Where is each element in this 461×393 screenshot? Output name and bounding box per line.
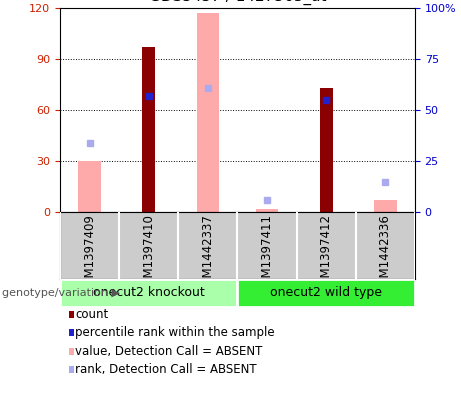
- Text: GSM1397411: GSM1397411: [260, 214, 273, 293]
- Bar: [142, 47, 155, 212]
- Bar: [237, 279, 415, 307]
- Bar: [374, 200, 396, 212]
- Text: onecut2 knockout: onecut2 knockout: [93, 286, 205, 299]
- Text: GSM1397412: GSM1397412: [319, 214, 333, 293]
- Title: GDS5457 / 1427363_at: GDS5457 / 1427363_at: [148, 0, 326, 5]
- Text: GSM1442336: GSM1442336: [379, 214, 392, 293]
- Bar: [78, 161, 101, 212]
- Bar: [60, 279, 237, 307]
- Bar: [256, 209, 278, 212]
- Text: GSM1397409: GSM1397409: [83, 214, 96, 293]
- Bar: [196, 13, 219, 212]
- Text: percentile rank within the sample: percentile rank within the sample: [75, 326, 275, 340]
- Text: onecut2 wild type: onecut2 wild type: [270, 286, 382, 299]
- Text: rank, Detection Call = ABSENT: rank, Detection Call = ABSENT: [75, 363, 257, 376]
- Text: value, Detection Call = ABSENT: value, Detection Call = ABSENT: [75, 345, 262, 358]
- Text: GSM1397410: GSM1397410: [142, 214, 155, 293]
- Text: genotype/variation ▶: genotype/variation ▶: [2, 288, 120, 298]
- Text: GSM1442337: GSM1442337: [201, 214, 214, 293]
- Bar: [319, 88, 333, 212]
- Text: count: count: [75, 308, 108, 321]
